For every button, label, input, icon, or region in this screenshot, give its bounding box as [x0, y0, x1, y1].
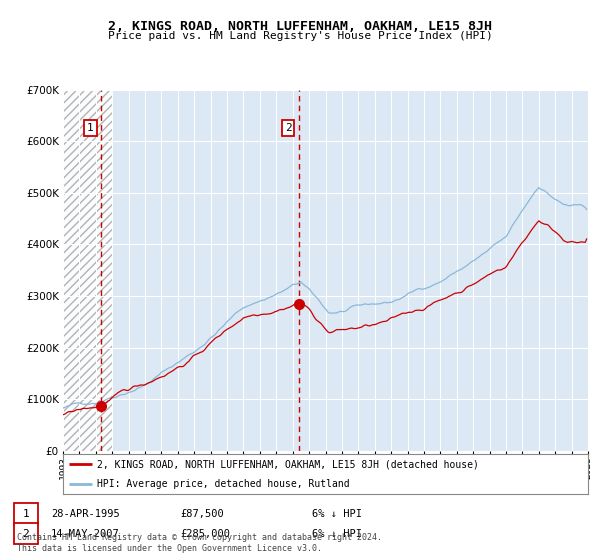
Text: 1: 1 [87, 123, 94, 133]
Text: 2: 2 [22, 529, 29, 539]
Text: 6% ↓ HPI: 6% ↓ HPI [312, 529, 362, 539]
Text: 6% ↓ HPI: 6% ↓ HPI [312, 509, 362, 519]
Text: 14-MAY-2007: 14-MAY-2007 [51, 529, 120, 539]
Text: 2: 2 [285, 123, 292, 133]
Text: £285,000: £285,000 [180, 529, 230, 539]
Text: £87,500: £87,500 [180, 509, 224, 519]
Text: HPI: Average price, detached house, Rutland: HPI: Average price, detached house, Rutl… [97, 479, 350, 489]
Bar [63, 90, 112, 451]
Text: 28-APR-1995: 28-APR-1995 [51, 509, 120, 519]
Text: 2, KINGS ROAD, NORTH LUFFENHAM, OAKHAM, LE15 8JH (detached house): 2, KINGS ROAD, NORTH LUFFENHAM, OAKHAM, … [97, 460, 479, 469]
Text: 2, KINGS ROAD, NORTH LUFFENHAM, OAKHAM, LE15 8JH: 2, KINGS ROAD, NORTH LUFFENHAM, OAKHAM, … [108, 20, 492, 32]
Text: Contains HM Land Registry data © Crown copyright and database right 2024.
This d: Contains HM Land Registry data © Crown c… [17, 533, 382, 553]
Text: 1: 1 [22, 509, 29, 519]
Text: Price paid vs. HM Land Registry's House Price Index (HPI): Price paid vs. HM Land Registry's House … [107, 31, 493, 41]
